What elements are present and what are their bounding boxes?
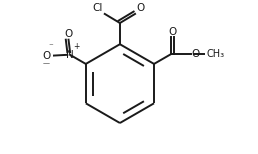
Text: +: + <box>73 43 80 51</box>
Text: O: O <box>42 51 50 61</box>
Text: CH₃: CH₃ <box>207 49 225 59</box>
Text: O: O <box>168 27 176 37</box>
Text: N: N <box>66 50 74 60</box>
Text: Cl: Cl <box>93 3 103 13</box>
Text: O: O <box>136 3 145 13</box>
Text: ⁻: ⁻ <box>49 42 53 51</box>
Text: —: — <box>43 60 50 66</box>
Text: O: O <box>191 49 200 59</box>
Text: O: O <box>64 29 73 39</box>
